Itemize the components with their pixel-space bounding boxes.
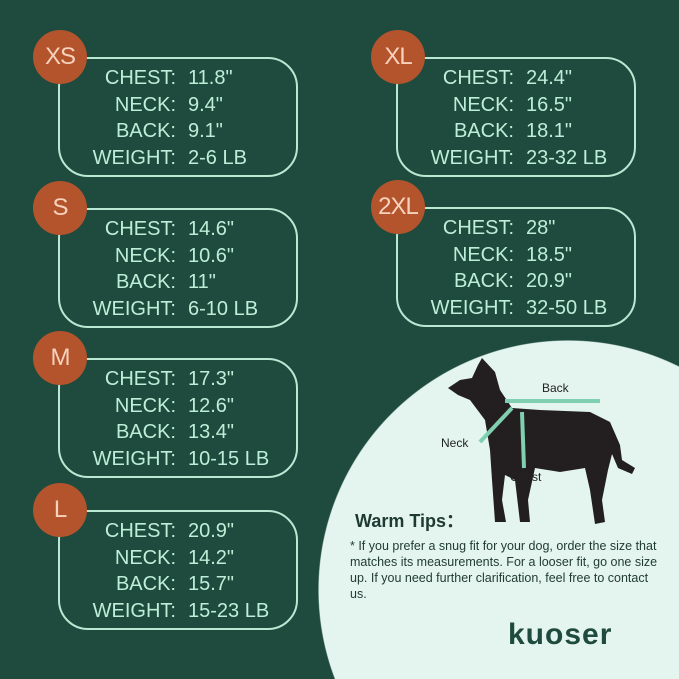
size-card-xs: CHEST: 11.8" NECK: 9.4" BACK: 9.1" WEIGHT: 2-6 … xyxy=(58,57,298,177)
measure-value: 13.4" xyxy=(188,421,235,443)
measure-row: WEIGHT: 10-15 LB xyxy=(60,448,296,474)
tips-text: * If you prefer a snug fit for your dog,… xyxy=(350,539,658,601)
measure-label: BACK: xyxy=(453,270,514,292)
measure-value: 14.2" xyxy=(188,546,235,569)
size-card-s: CHEST: 14.6" NECK: 10.6" BACK: 11" WEIGHT: 6-10… xyxy=(58,208,298,328)
measure-row: WEIGHT: 15-23 LB xyxy=(60,600,296,626)
chest-label: Chest xyxy=(510,470,542,484)
size-badge: M xyxy=(33,331,87,385)
measure-row: BACK: 11" xyxy=(60,271,296,297)
dog-diagram xyxy=(448,358,635,524)
measure-label: BACK: xyxy=(115,573,176,595)
measure-row: CHEST: 20.9" xyxy=(60,520,296,546)
measure-value: 28" xyxy=(526,217,556,239)
measure-row: BACK: 13.4" xyxy=(60,421,296,447)
measure-label: WEIGHT: xyxy=(92,146,176,169)
measure-value: 9.4" xyxy=(188,93,223,116)
size-badge: 2XL xyxy=(371,180,425,234)
tips-title: Warm Tips： xyxy=(355,511,465,531)
measure-row: CHEST: 11.8" xyxy=(60,67,296,93)
chest-measure-tape xyxy=(520,411,526,469)
measure-value: 23-32 LB xyxy=(526,146,608,169)
neck-measure-tape xyxy=(478,406,514,444)
measure-value: 32-50 LB xyxy=(526,296,608,319)
size-card-l: CHEST: 20.9" NECK: 14.2" BACK: 15.7" WEIGHT: 15… xyxy=(58,510,298,630)
measure-row: NECK: 10.6" xyxy=(60,245,296,271)
size-card-xl: CHEST: 24.4" NECK: 16.5" BACK: 18.1" WEIGHT: 23… xyxy=(396,57,636,177)
measure-value: 11.8" xyxy=(188,67,233,89)
measure-label: CHEST: xyxy=(104,67,176,89)
measure-row: CHEST: 28" xyxy=(398,217,634,243)
size-card-2xl: CHEST: 28" NECK: 18.5" BACK: 20.9" WEIGHT: 32-5… xyxy=(396,207,636,327)
measure-value: 20.9" xyxy=(526,270,573,292)
measure-label: NECK: xyxy=(114,394,176,417)
measure-label: NECK: xyxy=(114,93,176,116)
measure-label: WEIGHT: xyxy=(92,447,176,470)
measure-row: NECK: 12.6" xyxy=(60,395,296,421)
measure-row: NECK: 9.4" xyxy=(60,94,296,120)
measure-label: CHEST: xyxy=(104,520,176,542)
measure-value: 16.5" xyxy=(526,93,573,116)
measure-value: 6-10 LB xyxy=(188,297,259,320)
measure-value: 10-15 LB xyxy=(188,447,270,470)
measure-label: WEIGHT: xyxy=(430,296,514,319)
back-label: Back xyxy=(542,381,569,395)
measure-row: WEIGHT: 6-10 LB xyxy=(60,298,296,324)
measure-value: 24.4" xyxy=(526,67,573,89)
size-badge: XS xyxy=(33,30,87,84)
brand-logo: kuoser xyxy=(508,618,613,651)
size-badge: XL xyxy=(371,30,425,84)
measure-row: BACK: 20.9" xyxy=(398,270,634,296)
measure-label: CHEST: xyxy=(104,368,176,390)
measure-row: BACK: 15.7" xyxy=(60,573,296,599)
measure-value: 9.1" xyxy=(188,120,223,142)
size-badge: L xyxy=(33,483,87,537)
measure-row: NECK: 14.2" xyxy=(60,547,296,573)
measure-label: BACK: xyxy=(453,120,514,142)
neck-label: Neck xyxy=(441,436,469,450)
measure-row: WEIGHT: 2-6 LB xyxy=(60,147,296,173)
measure-value: 18.1" xyxy=(526,120,573,142)
measure-label: WEIGHT: xyxy=(430,146,514,169)
measure-label: BACK: xyxy=(115,120,176,142)
measure-label: CHEST: xyxy=(442,67,514,89)
measure-value: 12.6" xyxy=(188,394,235,417)
measure-label: NECK: xyxy=(452,93,514,116)
measure-value: 2-6 LB xyxy=(188,146,247,169)
measure-value: 14.6" xyxy=(188,218,235,240)
measure-value: 17.3" xyxy=(188,368,235,390)
size-card-m: CHEST: 17.3" NECK: 12.6" BACK: 13.4" WEIGHT: 10… xyxy=(58,358,298,478)
measure-label: WEIGHT: xyxy=(92,297,176,320)
measure-row: CHEST: 17.3" xyxy=(60,368,296,394)
measure-value: 10.6" xyxy=(188,244,235,267)
measure-value: 15-23 LB xyxy=(188,599,270,622)
measure-row: NECK: 18.5" xyxy=(398,244,634,270)
measure-value: 11" xyxy=(188,271,216,293)
measure-value: 15.7" xyxy=(188,573,235,595)
measure-row: CHEST: 24.4" xyxy=(398,67,634,93)
measure-row: BACK: 9.1" xyxy=(60,120,296,146)
measure-label: NECK: xyxy=(114,546,176,569)
dog-silhouette xyxy=(448,358,635,524)
size-badge: S xyxy=(33,181,87,235)
measure-row: WEIGHT: 23-32 LB xyxy=(398,147,634,173)
measure-row: WEIGHT: 32-50 LB xyxy=(398,297,634,323)
measure-row: NECK: 16.5" xyxy=(398,94,634,120)
measure-label: WEIGHT: xyxy=(92,599,176,622)
measure-label: NECK: xyxy=(452,243,514,266)
measure-label: NECK: xyxy=(114,244,176,267)
measure-label: BACK: xyxy=(115,271,176,293)
measure-row: CHEST: 14.6" xyxy=(60,218,296,244)
measure-row: BACK: 18.1" xyxy=(398,120,634,146)
measure-value: 20.9" xyxy=(188,520,235,542)
measure-value: 18.5" xyxy=(526,243,573,266)
measure-label: BACK: xyxy=(115,421,176,443)
measure-label: CHEST: xyxy=(104,218,176,240)
measure-label: CHEST: xyxy=(442,217,514,239)
